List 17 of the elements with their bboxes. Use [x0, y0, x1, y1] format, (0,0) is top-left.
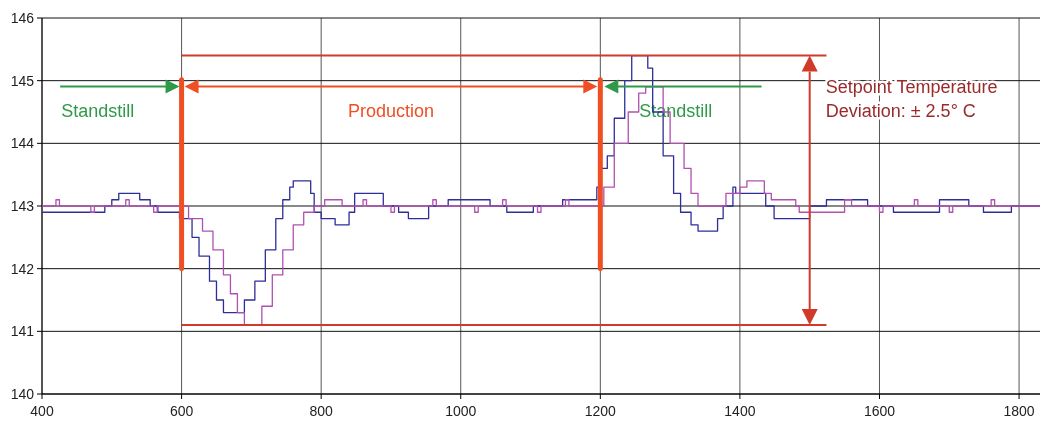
x-tick-label: 600 — [169, 403, 194, 419]
y-tick-label: 145 — [10, 72, 35, 89]
y-tick-label: 146 — [10, 10, 35, 26]
annotation: Production — [347, 100, 434, 121]
x-tick-label: 1600 — [863, 403, 896, 419]
annotation: Standstill — [61, 100, 135, 121]
x-tick-label: 1800 — [1003, 403, 1035, 419]
x-tick-label: 400 — [30, 403, 54, 419]
x-tick-label: 1200 — [584, 403, 617, 419]
y-tick-label: 143 — [10, 198, 35, 214]
x-tick-label: 1400 — [724, 403, 756, 419]
y-tick-label: 144 — [10, 135, 35, 152]
x-tick-label: 1000 — [445, 403, 477, 419]
y-tick-label: 142 — [10, 260, 35, 277]
x-tick-label: 800 — [309, 403, 334, 419]
y-tick-label: 140 — [10, 386, 35, 402]
y-tick-label: 141 — [10, 323, 35, 340]
